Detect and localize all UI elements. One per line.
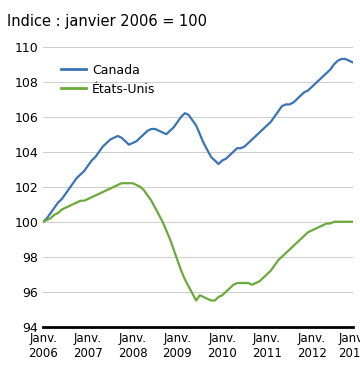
Legend: Canada, États-Unis: Canada, États-Unis	[56, 58, 160, 101]
Text: Indice : janvier 2006 = 100: Indice : janvier 2006 = 100	[7, 14, 207, 29]
